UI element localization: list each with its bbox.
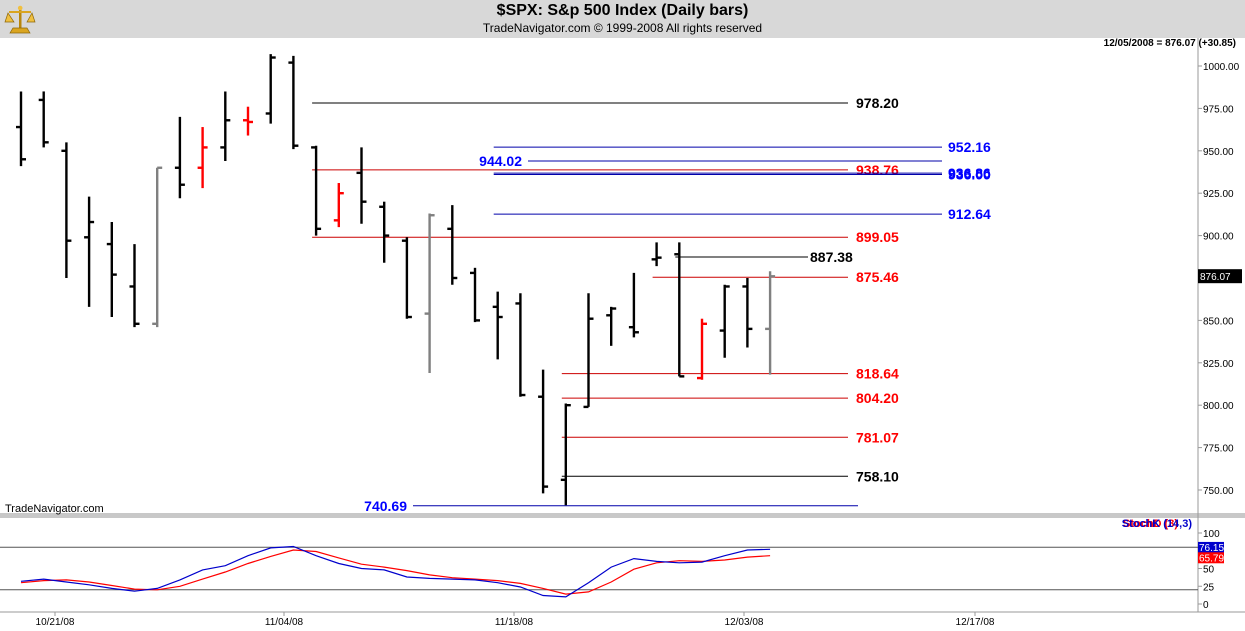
ohlc-bar <box>129 244 140 328</box>
watermark: TradeNavigator.com <box>5 503 104 515</box>
level-label: 952.16 <box>948 139 991 155</box>
stoch-d-legend: StochD (3) <box>1123 518 1178 530</box>
ohlc-bar <box>243 106 253 136</box>
ohlc-bar <box>197 127 208 189</box>
panel-divider <box>0 513 1245 518</box>
ohlc-bar <box>333 183 344 228</box>
ohlc-bar <box>265 54 276 124</box>
level-label: 938.76 <box>856 162 899 178</box>
price-tick-label: 900.00 <box>1203 232 1234 243</box>
price-tick-label: 775.00 <box>1203 444 1234 455</box>
price-tick-label: 925.00 <box>1203 189 1234 200</box>
last-price-label: 876.07 <box>1200 272 1231 283</box>
ohlc-bar <box>379 201 390 263</box>
date-axis: 10/21/08 11/04/08 11/18/08 12/03/08 12/17/08 <box>36 612 995 628</box>
ohlc-bar <box>288 55 299 150</box>
ohlc-bar <box>152 166 163 328</box>
stoch-tick-label: 50 <box>1203 565 1215 576</box>
chart-header: $SPX: S&p 500 Index (Daily bars) TradeNa… <box>0 0 1245 38</box>
ohlc-bar <box>311 145 322 236</box>
gold-scales-icon <box>4 3 36 35</box>
ohlc-bar <box>16 91 26 167</box>
stoch-d-value: 65.79 <box>1199 553 1224 564</box>
price-tick-label: 975.00 <box>1203 104 1234 115</box>
level-label: 944.02 <box>479 153 522 169</box>
ohlc-bar <box>174 116 185 199</box>
ohlc-bar <box>697 318 707 380</box>
level-label: 978.20 <box>856 95 899 111</box>
level-label: 875.46 <box>856 269 899 285</box>
level-label: 936.00 <box>948 167 991 183</box>
ohlc-bar <box>356 147 367 224</box>
price-axis: 750.00775.00800.00825.00850.00875.00900.… <box>1198 62 1242 497</box>
chart-title: $SPX: S&p 500 Index (Daily bars) <box>496 2 749 19</box>
stoch-k-line <box>20 545 771 598</box>
ohlc-bar <box>719 284 730 358</box>
last-price-box <box>1198 269 1242 284</box>
ohlc-bar <box>61 142 72 278</box>
level-label: 899.05 <box>856 229 899 245</box>
stoch-k-value-box <box>1198 541 1224 553</box>
price-tick-label: 1000.00 <box>1203 62 1240 73</box>
stoch-tick-label: 0 <box>1203 600 1209 611</box>
price-tick-label: 850.00 <box>1203 316 1234 327</box>
ohlc-bar <box>606 306 617 346</box>
ohlc-bars <box>16 54 776 506</box>
ohlc-bar <box>583 293 594 409</box>
price-tick-label: 950.00 <box>1203 147 1234 158</box>
price-tick-label: 800.00 <box>1203 401 1234 412</box>
ohlc-bar <box>38 91 49 148</box>
level-label: 818.64 <box>856 366 899 382</box>
ohlc-bar <box>447 205 458 285</box>
chart-subtitle: TradeNavigator.com © 1999-2008 All right… <box>482 21 763 35</box>
level-label: 936.86 <box>948 165 991 181</box>
ohlc-bar <box>492 291 503 360</box>
ohlc-bar <box>470 267 480 323</box>
ohlc-bar <box>515 293 526 397</box>
ohlc-bar <box>424 213 435 373</box>
date-tick-label: 12/17/08 <box>956 617 995 628</box>
date-tick-label: 10/21/08 <box>36 617 75 628</box>
stoch-tick-label: 25 <box>1203 582 1215 593</box>
ohlc-bar <box>628 272 639 338</box>
stoch-d-value-box <box>1198 552 1224 564</box>
date-tick-label: 12/03/08 <box>725 617 764 628</box>
stoch-k-value: 76.15 <box>1199 543 1224 554</box>
level-label: 740.69 <box>364 498 407 514</box>
stoch-k-legend: StochK (14,3) <box>1122 518 1193 530</box>
price-tick-label: 825.00 <box>1203 359 1234 370</box>
price-tick-label: 750.00 <box>1203 486 1234 497</box>
ohlc-bar <box>651 242 662 267</box>
level-label: 781.07 <box>856 429 899 445</box>
ohlc-bar <box>84 196 95 307</box>
ohlc-bar <box>106 222 117 318</box>
date-tick-label: 11/04/08 <box>265 617 304 628</box>
ohlc-bar <box>560 403 571 506</box>
ohlc-bar <box>401 237 412 319</box>
ohlc-bar <box>220 91 231 161</box>
last-bar-info: 12/05/2008 = 876.07 (+30.85) <box>1104 38 1236 49</box>
ohlc-bar <box>765 271 776 375</box>
level-label: 887.38 <box>810 249 853 265</box>
ohlc-bar <box>538 369 549 494</box>
ohlc-bar <box>742 278 753 348</box>
level-label: 912.64 <box>948 206 991 222</box>
level-label: 758.10 <box>856 468 899 484</box>
date-tick-label: 11/18/08 <box>495 617 534 628</box>
ohlc-bar <box>674 242 685 378</box>
level-label: 804.20 <box>856 390 899 406</box>
stoch-tick-label: 100 <box>1203 529 1220 540</box>
